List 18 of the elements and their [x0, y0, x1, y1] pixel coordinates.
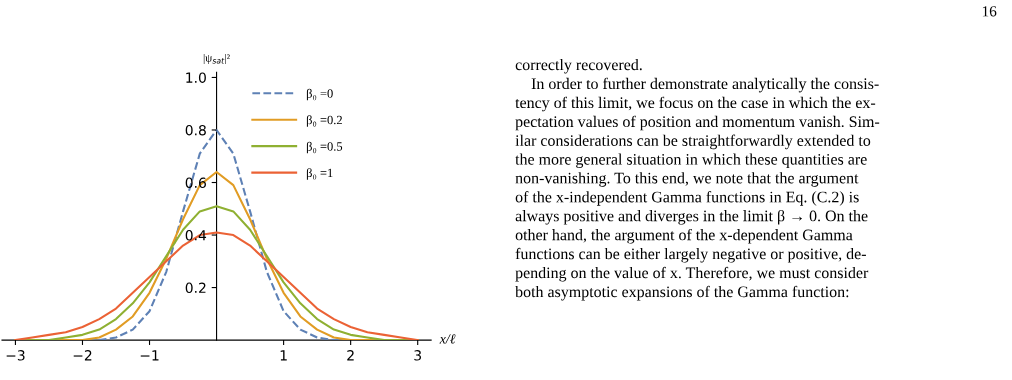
legend-label: β₀ =1 — [306, 168, 333, 180]
y-axis-title: |ψ$_{sat}$|² — [203, 53, 230, 65]
text: 16 — [982, 6, 997, 17]
legend-label: β₀ =0 — [306, 88, 333, 101]
x-tick-label: 3 — [414, 350, 422, 361]
x-tick-label: −2 — [73, 350, 92, 361]
x-axis-title: x/ℓ — [439, 334, 456, 344]
legend-label: β₀ =0.5 — [306, 141, 343, 154]
x-tick-label: −3 — [6, 350, 25, 361]
x-tick-label: 2 — [347, 350, 354, 361]
y-tick-label: 0.8 — [185, 124, 206, 136]
y-tick-label: 0.2 — [185, 282, 206, 294]
x-tick-label: 1 — [280, 350, 287, 361]
legend-label: β₀ =0.2 — [306, 115, 342, 127]
y-tick-label: 1.0 — [186, 72, 206, 83]
text: correctly recovered. In order to further demonstrate analytically the consis- tency of this limit, we focus on the case in which the ex- pectation values of position and momentum vanish. Sim- ilar considerations can be straightforwardly extended to the more general situation in which these quantities are non-vanishing. To this end, we note that the argument of the x-independent Gamma functions in Eq. (C.2) is always positive and diverges in the limit β → 0. On the other hand, the argument of the x-dependent Gamma functions can be either largely negative or positive, de- pending on the value of x. Therefore, we must consider both asymptotic expansions of the Gamma function: — [515, 58, 880, 301]
line-series — [14, 231, 419, 341]
x-tick-label: −1 — [140, 350, 159, 361]
